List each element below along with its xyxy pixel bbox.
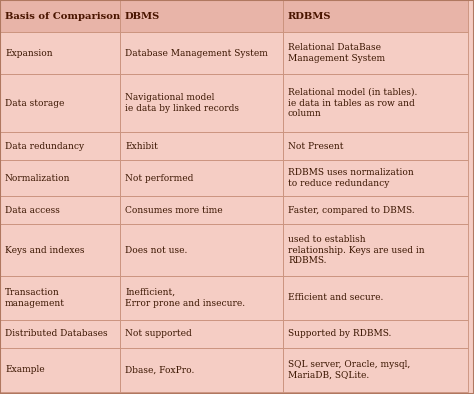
Text: Database Management System: Database Management System	[125, 48, 268, 58]
Text: Not Present: Not Present	[288, 141, 344, 151]
Text: Navigational model
ie data by linked records: Navigational model ie data by linked rec…	[125, 93, 239, 113]
Bar	[120, 276, 283, 320]
Bar	[120, 32, 283, 74]
Text: Data access: Data access	[5, 206, 60, 214]
Text: Basis of Comparison: Basis of Comparison	[5, 11, 120, 20]
Bar	[120, 160, 283, 196]
Text: Data redundancy: Data redundancy	[5, 141, 84, 151]
Bar	[283, 132, 468, 160]
Text: Normalization: Normalization	[5, 173, 71, 182]
Bar	[0, 196, 120, 224]
Bar	[283, 74, 468, 132]
Bar	[0, 224, 120, 276]
Text: Not performed: Not performed	[125, 173, 193, 182]
Bar	[283, 224, 468, 276]
Bar	[0, 160, 120, 196]
Text: Efficient and secure.: Efficient and secure.	[288, 294, 383, 303]
Text: RDBMS: RDBMS	[288, 11, 331, 20]
Bar	[0, 0, 120, 32]
Text: Example: Example	[5, 366, 45, 375]
Text: Inefficient,
Error prone and insecure.: Inefficient, Error prone and insecure.	[125, 288, 245, 308]
Text: Keys and indexes: Keys and indexes	[5, 245, 84, 255]
Bar	[283, 32, 468, 74]
Bar	[0, 320, 120, 348]
Text: Transaction
management: Transaction management	[5, 288, 65, 308]
Text: Relational model (in tables).
ie data in tables as row and
column: Relational model (in tables). ie data in…	[288, 88, 418, 118]
Bar	[0, 348, 120, 392]
Bar	[283, 196, 468, 224]
Bar	[283, 348, 468, 392]
Bar	[0, 32, 120, 74]
Bar	[120, 196, 283, 224]
Text: Expansion: Expansion	[5, 48, 53, 58]
Bar	[0, 276, 120, 320]
Text: RDBMS uses normalization
to reduce redundancy: RDBMS uses normalization to reduce redun…	[288, 168, 414, 188]
Bar	[120, 0, 283, 32]
Bar	[120, 132, 283, 160]
Text: Supported by RDBMS.: Supported by RDBMS.	[288, 329, 392, 338]
Bar	[120, 320, 283, 348]
Bar	[0, 132, 120, 160]
Text: Not supported: Not supported	[125, 329, 192, 338]
Text: Does not use.: Does not use.	[125, 245, 187, 255]
Text: Exhibit: Exhibit	[125, 141, 158, 151]
Text: Consumes more time: Consumes more time	[125, 206, 223, 214]
Bar	[283, 276, 468, 320]
Text: DBMS: DBMS	[125, 11, 160, 20]
Text: SQL server, Oracle, mysql,
MariaDB, SQLite.: SQL server, Oracle, mysql, MariaDB, SQLi…	[288, 360, 410, 380]
Text: Data storage: Data storage	[5, 98, 64, 108]
Bar	[120, 348, 283, 392]
Text: Relational DataBase
Management System: Relational DataBase Management System	[288, 43, 385, 63]
Bar	[283, 160, 468, 196]
Text: used to establish
relationship. Keys are used in
RDBMS.: used to establish relationship. Keys are…	[288, 235, 425, 265]
Bar	[120, 224, 283, 276]
Bar	[120, 74, 283, 132]
Text: Distributed Databases: Distributed Databases	[5, 329, 108, 338]
Bar	[283, 0, 468, 32]
Bar	[0, 74, 120, 132]
Bar	[283, 320, 468, 348]
Text: Faster, compared to DBMS.: Faster, compared to DBMS.	[288, 206, 415, 214]
Text: Dbase, FoxPro.: Dbase, FoxPro.	[125, 366, 194, 375]
